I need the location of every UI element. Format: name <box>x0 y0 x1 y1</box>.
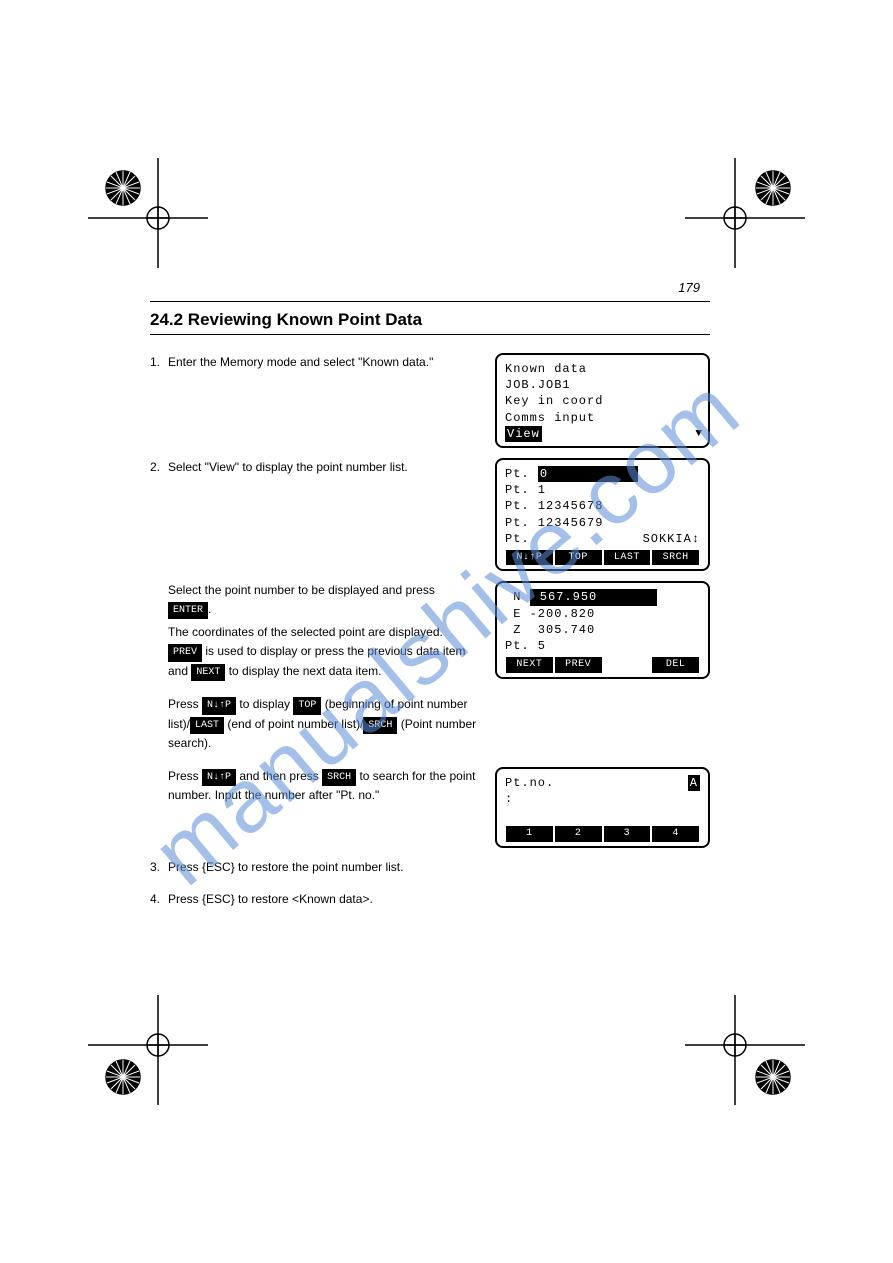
scroll-down-icon: ▼ <box>695 427 702 442</box>
fn-key[interactable]: LAST <box>604 550 651 566</box>
next-button[interactable]: NEXT <box>191 664 225 682</box>
divider <box>150 301 710 302</box>
lcd-screen-4: Pt.no.A : 1 2 3 4 <box>495 767 710 848</box>
crop-mark-bl <box>88 995 208 1105</box>
srch-button[interactable]: SRCH <box>363 717 397 735</box>
crop-mark-br <box>685 995 805 1105</box>
enter-button[interactable]: ENTER <box>168 602 208 620</box>
step-3: 3.Press {ESC} to restore the point numbe… <box>150 858 477 881</box>
last-button[interactable]: LAST <box>190 717 224 735</box>
fn-key[interactable]: SRCH <box>652 550 699 566</box>
fn-key[interactable]: N↓↑P <box>506 550 553 566</box>
crop-mark-tr <box>685 158 805 268</box>
lcd-title: Known data <box>505 361 700 377</box>
step-4: 4.Press {ESC} to restore <Known data>. <box>150 890 477 913</box>
fn-key <box>604 657 651 673</box>
step-2a: 2.Select "View" to display the point num… <box>150 458 477 481</box>
fn-key[interactable]: TOP <box>555 550 602 566</box>
fn-key[interactable]: PREV <box>555 657 602 673</box>
lcd-screen-2: Pt. 0 Pt. 1 Pt. 12345678 Pt. 12345679 Pt… <box>495 458 710 571</box>
page-content: 179 24.2 Reviewing Known Point Data 1.En… <box>150 280 710 923</box>
top-button[interactable]: TOP <box>293 697 321 715</box>
scroll-icon: ↕ <box>692 532 700 546</box>
lcd-screen-1: Known data JOB.JOB1 Key in coord Comms i… <box>495 353 710 448</box>
fn-key[interactable]: 2 <box>555 826 602 842</box>
lcd-screen-3: N 567.950 E -200.820 Z 305.740 Pt. 5 NEX… <box>495 581 710 678</box>
fn-key[interactable]: 4 <box>652 826 699 842</box>
fn-key[interactable]: 1 <box>506 826 553 842</box>
step-2c: Press N↓↑P to display TOP (beginning of … <box>150 695 477 757</box>
step-2b: Select the point number to be displayed … <box>150 581 477 685</box>
fn-key[interactable]: NEXT <box>506 657 553 673</box>
fn-key[interactable]: DEL <box>652 657 699 673</box>
step-2d: Press N↓↑P and then press SRCH to search… <box>150 767 477 809</box>
divider <box>150 334 710 335</box>
prev-button[interactable]: PREV <box>168 644 202 662</box>
np-button[interactable]: N↓↑P <box>202 769 236 787</box>
fn-key[interactable]: 3 <box>604 826 651 842</box>
crop-mark-tl <box>88 158 208 268</box>
section-title: 24.2 Reviewing Known Point Data <box>150 310 710 330</box>
page-number: 179 <box>150 280 710 295</box>
step-1: 1.Enter the Memory mode and select "Know… <box>150 353 477 376</box>
np-button[interactable]: N↓↑P <box>202 697 236 715</box>
srch-button[interactable]: SRCH <box>322 769 356 787</box>
mode-badge: A <box>688 775 700 791</box>
